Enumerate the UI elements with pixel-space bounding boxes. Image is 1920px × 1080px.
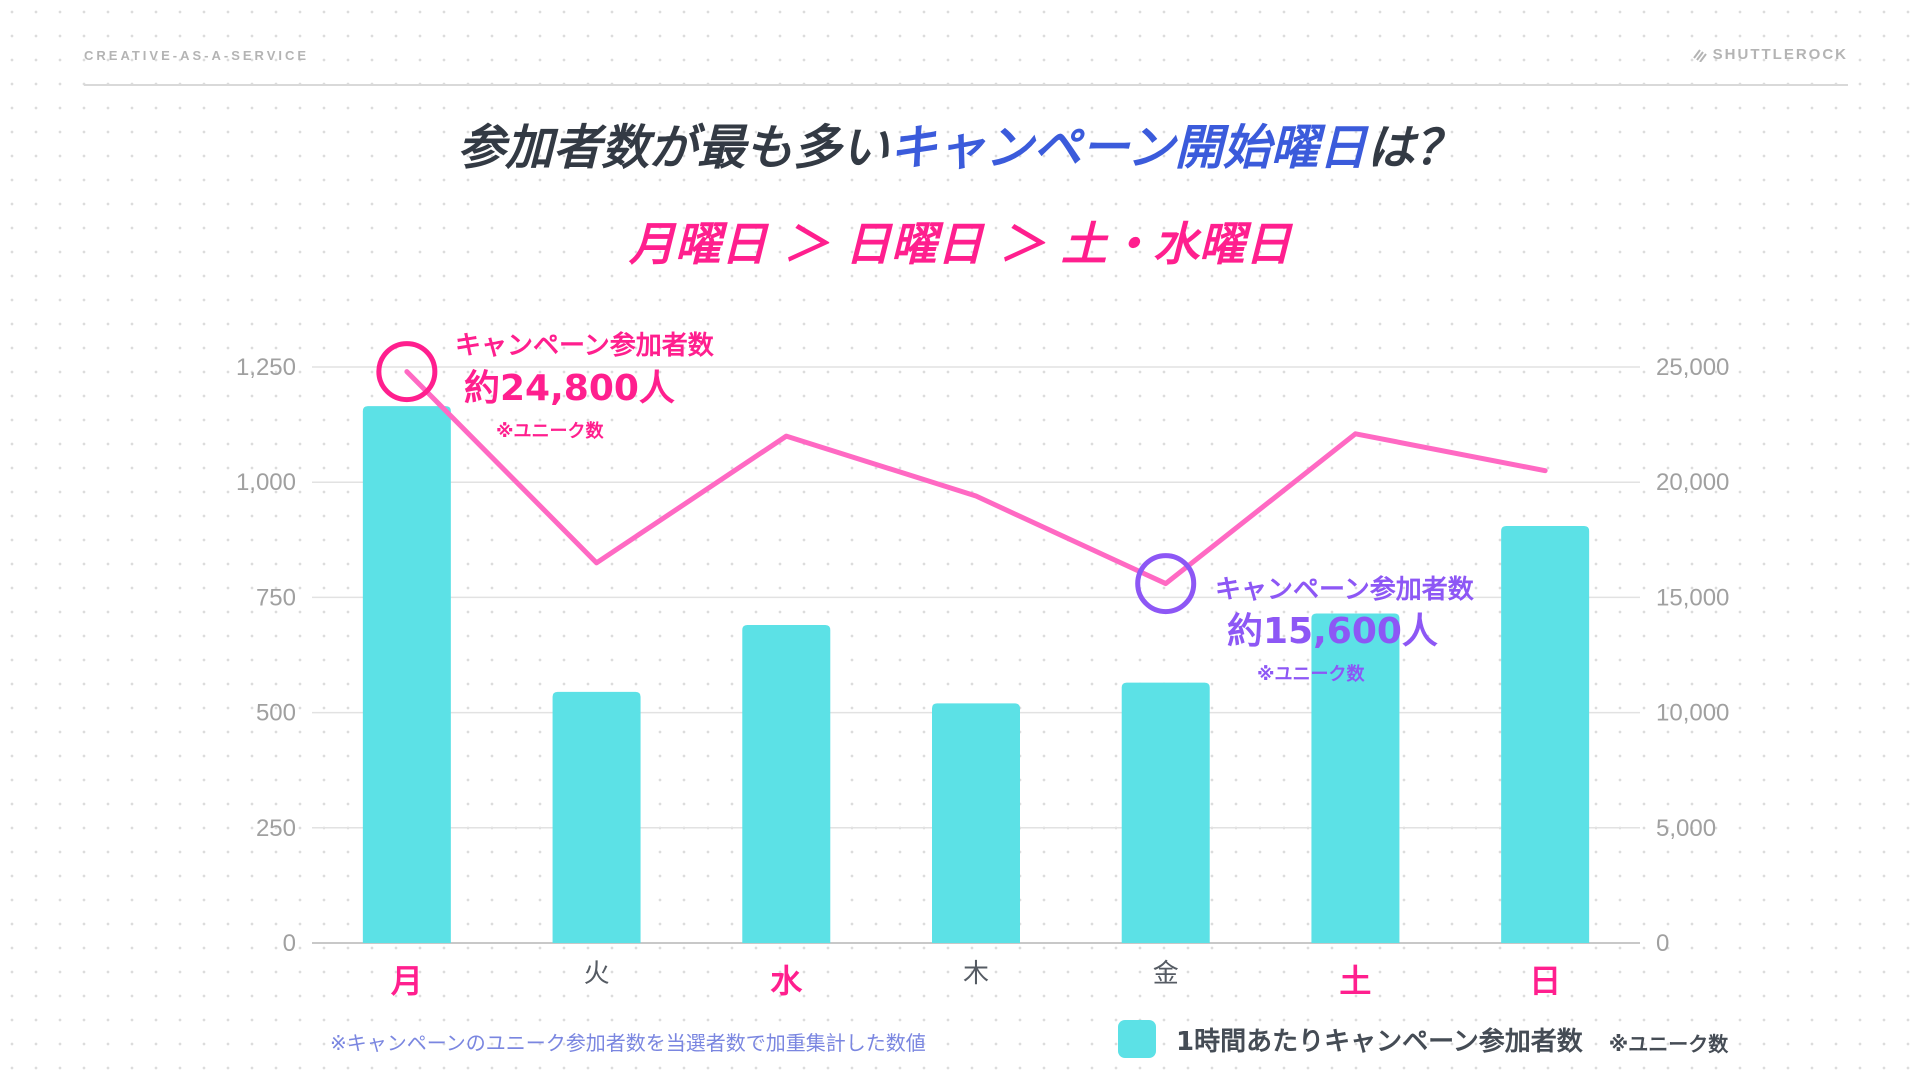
x-tick-label: 水 (770, 962, 803, 1000)
annotation-note: ※ユニーク数 (496, 420, 604, 442)
left-tick-label: 1,250 (236, 354, 296, 381)
bar (1121, 682, 1210, 943)
line-series (404, 369, 1548, 587)
bar (932, 703, 1020, 943)
shuttlerock-logo-icon (1692, 48, 1707, 62)
highlight-circle (1135, 553, 1197, 615)
legend-swatch (1118, 1020, 1156, 1058)
right-tick-label: 15,000 (1656, 584, 1729, 611)
chart-legend: 1時間あたりキャンペーン参加者数 ※ユニーク数 (1118, 1020, 1728, 1058)
bar (1311, 613, 1400, 943)
header-divider (84, 84, 1848, 86)
brand-tagline: CREATIVE-AS-A-SERVICE (84, 48, 310, 63)
highlight-circle (376, 341, 438, 403)
ranking-subtitle: 月曜日 ＞ 日曜日 ＞ 土・水曜日 (628, 217, 1292, 271)
legend-note: ※ユニーク数 (1608, 1031, 1729, 1056)
title-highlight: キャンペーン開始曜日 (889, 120, 1367, 176)
left-tick-label: 250 (256, 815, 296, 842)
brand-name: SHUTTLEROCK (1712, 46, 1848, 63)
bar (362, 406, 451, 944)
bar (742, 625, 831, 943)
left-tick-label: 500 (256, 700, 296, 727)
left-tick-label: 750 (256, 584, 296, 611)
title-part-1: 参加者数が最も多い (457, 120, 890, 176)
right-tick-label: 25,000 (1656, 354, 1729, 381)
annotation-label: キャンペーン参加者数 (455, 330, 715, 361)
right-tick-label: 0 (1656, 930, 1669, 957)
chart-footnote: ※キャンペーンのユニーク参加者数を当選者数で加重集計した数値 (330, 1031, 926, 1055)
bar (1501, 525, 1590, 943)
x-tick-label: 火 (584, 959, 610, 989)
right-tick-label: 20,000 (1656, 469, 1729, 496)
annotation-value: 約24,800人 (464, 368, 675, 409)
x-tick-label: 金 (1153, 959, 1179, 989)
brand-logo: SHUTTLEROCK (1692, 46, 1848, 63)
x-tick-label: 日 (1529, 962, 1561, 1000)
annotation-value: 約15,600人 (1227, 611, 1438, 652)
bar (552, 691, 641, 943)
page-title: 参加者数が最も多いキャンペーン開始曜日は？ (0, 108, 1920, 178)
title-part-3: は？ (1366, 120, 1463, 176)
x-tick-label: 木 (963, 959, 989, 989)
annotation-note: ※ユニーク数 (1257, 663, 1365, 685)
x-tick-label: 土 (1339, 962, 1371, 1000)
left-tick-label: 1,000 (236, 469, 296, 496)
left-tick-label: 0 (283, 930, 296, 957)
legend-label: 1時間あたりキャンペーン参加者数 (1176, 1026, 1583, 1057)
right-tick-label: 10,000 (1656, 700, 1729, 727)
annotation-label: キャンペーン参加者数 (1215, 574, 1475, 605)
x-tick-label: 月 (391, 962, 423, 1000)
right-tick-label: 5,000 (1656, 815, 1716, 842)
